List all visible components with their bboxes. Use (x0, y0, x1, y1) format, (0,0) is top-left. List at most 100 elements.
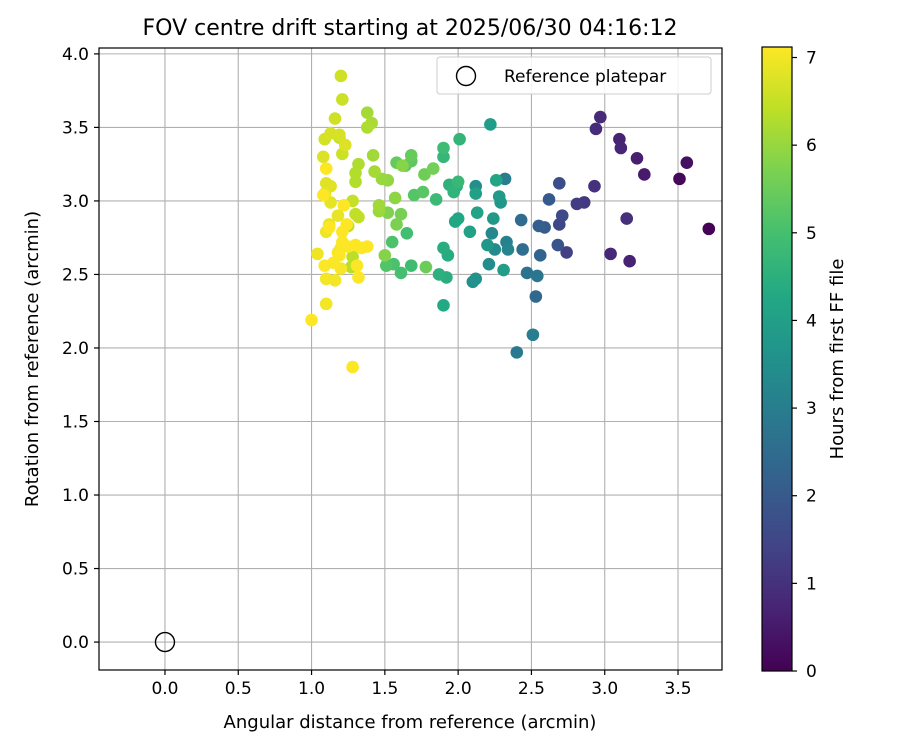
data-point (316, 188, 330, 202)
data-point (589, 122, 603, 136)
data-point (638, 168, 651, 181)
data-point (349, 175, 362, 189)
data-point (588, 179, 601, 193)
data-point (378, 249, 392, 262)
data-point (485, 226, 499, 240)
legend-label: Reference platepar (504, 67, 666, 87)
data-point (432, 268, 446, 281)
data-point (360, 240, 374, 253)
data-point (594, 110, 607, 124)
data-point (623, 254, 636, 268)
data-point (487, 212, 500, 225)
chart-title: FOV centre drift starting at 2025/06/30 … (143, 16, 678, 41)
data-point (388, 191, 402, 205)
data-point (334, 69, 348, 83)
data-point (470, 206, 484, 219)
data-point (437, 299, 450, 312)
data-point (390, 218, 403, 231)
data-point (447, 185, 461, 199)
y-tick-label: 1.5 (62, 412, 89, 432)
data-point (426, 162, 440, 175)
data-point (333, 128, 346, 142)
y-tick-label: 3.5 (62, 118, 89, 138)
data-point (331, 209, 345, 222)
data-point (429, 193, 443, 206)
data-point (463, 225, 477, 239)
data-point (614, 141, 628, 155)
plot-frame (98, 47, 723, 671)
data-point (526, 328, 540, 342)
data-point (318, 259, 332, 272)
data-point (305, 313, 318, 327)
colorbar-tick-label: 3 (806, 399, 817, 419)
data-point (501, 243, 515, 256)
data-point (416, 185, 430, 199)
data-point (533, 249, 547, 262)
data-point (372, 199, 386, 212)
data-points (305, 69, 716, 374)
colorbar-ticks: 0 1 2 3 4 5 6 7 (792, 49, 817, 682)
colorbar-label: Hours from first FF file (827, 259, 848, 460)
data-point (336, 235, 349, 249)
data-point (702, 222, 716, 236)
x-tick-label: 3.0 (591, 679, 618, 699)
data-point (673, 172, 686, 186)
data-point (489, 174, 503, 187)
data-point (419, 260, 433, 274)
y-axis-label: Rotation from reference (arcmin) (22, 211, 43, 507)
legend-reference-marker (455, 65, 477, 87)
x-tick-label: 1.0 (298, 679, 325, 699)
data-point (311, 247, 324, 261)
data-point (481, 238, 494, 252)
data-point (448, 215, 462, 228)
reference-platepar-point (154, 631, 176, 653)
data-point (437, 141, 450, 155)
data-point (437, 150, 450, 164)
data-point (328, 112, 342, 125)
x-axis-label: Angular distance from reference (arcmin) (224, 712, 597, 733)
data-point (551, 238, 565, 252)
colorbar (761, 46, 793, 672)
data-point (336, 93, 349, 106)
legend-box (436, 56, 712, 95)
data-point (366, 149, 380, 162)
data-point (497, 263, 510, 277)
data-point (352, 210, 365, 224)
data-point (352, 271, 365, 284)
data-point (400, 226, 414, 240)
data-point (394, 266, 408, 280)
data-point (604, 247, 617, 261)
x-tick-label: 1.5 (371, 679, 398, 699)
colorbar-tick-label: 0 (806, 662, 817, 682)
y-tick-label: 0.5 (62, 560, 89, 580)
data-point (380, 259, 393, 272)
x-tick-label: 0.0 (151, 679, 178, 699)
data-point (520, 266, 534, 280)
x-tick-label: 0.5 (225, 679, 252, 699)
data-point (453, 132, 466, 146)
y-tick-label: 1.0 (62, 486, 89, 506)
data-point (484, 118, 497, 131)
data-point (322, 221, 336, 234)
data-point (360, 106, 374, 119)
data-point (510, 346, 524, 359)
data-point (349, 166, 362, 180)
colorbar-tick-label: 4 (806, 311, 817, 331)
colorbar-tick-label: 1 (806, 574, 817, 594)
data-point (346, 360, 359, 374)
data-point (350, 259, 364, 272)
data-point (385, 235, 399, 249)
data-point (319, 162, 333, 175)
data-point (570, 197, 584, 211)
data-point (530, 269, 544, 283)
data-point (340, 218, 354, 231)
y-tick-label: 4.0 (62, 45, 89, 65)
data-point (437, 241, 450, 255)
data-point (328, 274, 342, 287)
x-tick-label: 3.5 (665, 679, 692, 699)
data-point (620, 212, 634, 225)
data-point (529, 290, 543, 303)
data-point (349, 238, 362, 252)
colorbar-tick-label: 5 (806, 224, 817, 244)
